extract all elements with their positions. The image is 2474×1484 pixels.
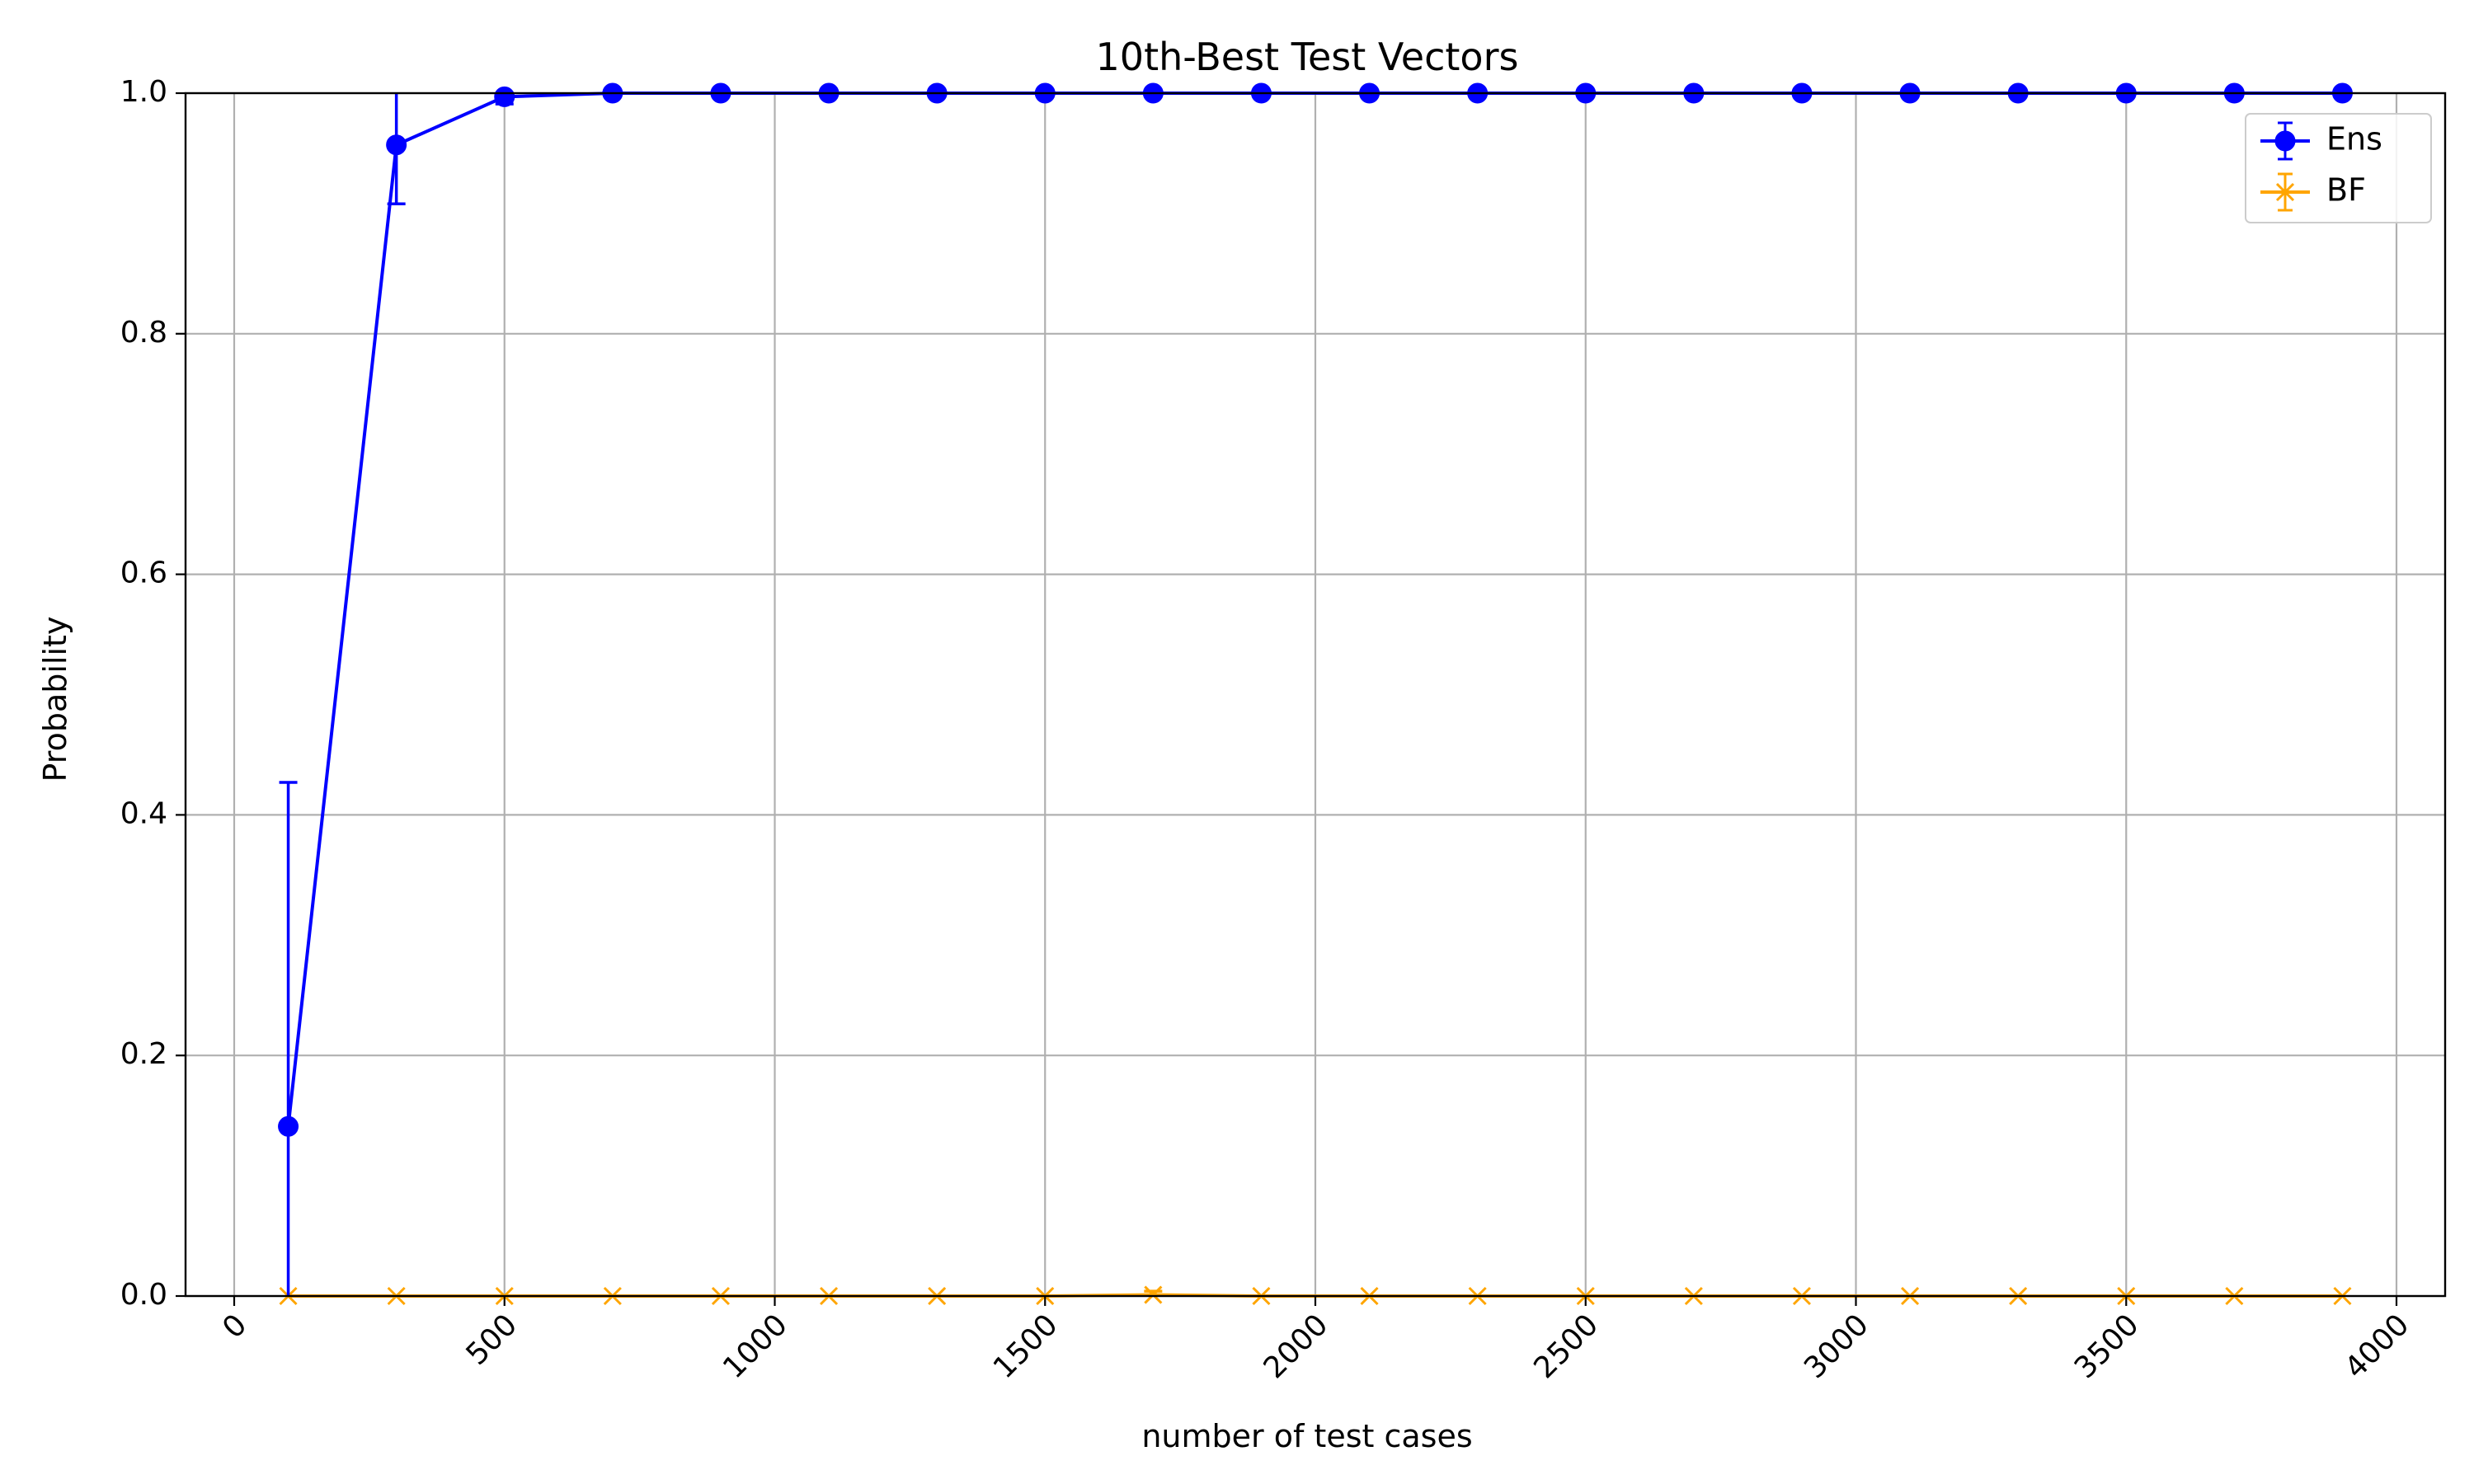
legend: Ens BF: [2245, 113, 2432, 223]
y-tick-label: 0.6: [120, 556, 167, 590]
y-tick-label: 0.2: [120, 1037, 167, 1071]
data-point: [494, 86, 515, 107]
legend-item: BF: [2260, 172, 2366, 212]
chart-title: 10th-Best Test Vectors: [1096, 35, 1519, 79]
legend-marker: [2274, 130, 2296, 152]
data-point: [1144, 1285, 1163, 1304]
legend-label: Ens: [2326, 121, 2382, 157]
y-tick-label: 0.4: [120, 796, 167, 830]
legend-marker-stroke: [2275, 182, 2295, 202]
data-point: [386, 134, 407, 156]
legend-label: BF: [2326, 172, 2366, 209]
x-axis-label: number of test cases: [1141, 1418, 1472, 1454]
data-point: [278, 1115, 299, 1137]
y-tick-label: 0.8: [120, 316, 167, 350]
data-point-stroke: [1144, 1285, 1163, 1304]
y-axis-label: Probability: [37, 617, 73, 782]
legend-marker: [2275, 182, 2295, 202]
legend-item: Ens: [2260, 121, 2382, 161]
y-tick-label: 0.0: [120, 1278, 167, 1312]
y-tick-label: 1.0: [120, 75, 167, 109]
